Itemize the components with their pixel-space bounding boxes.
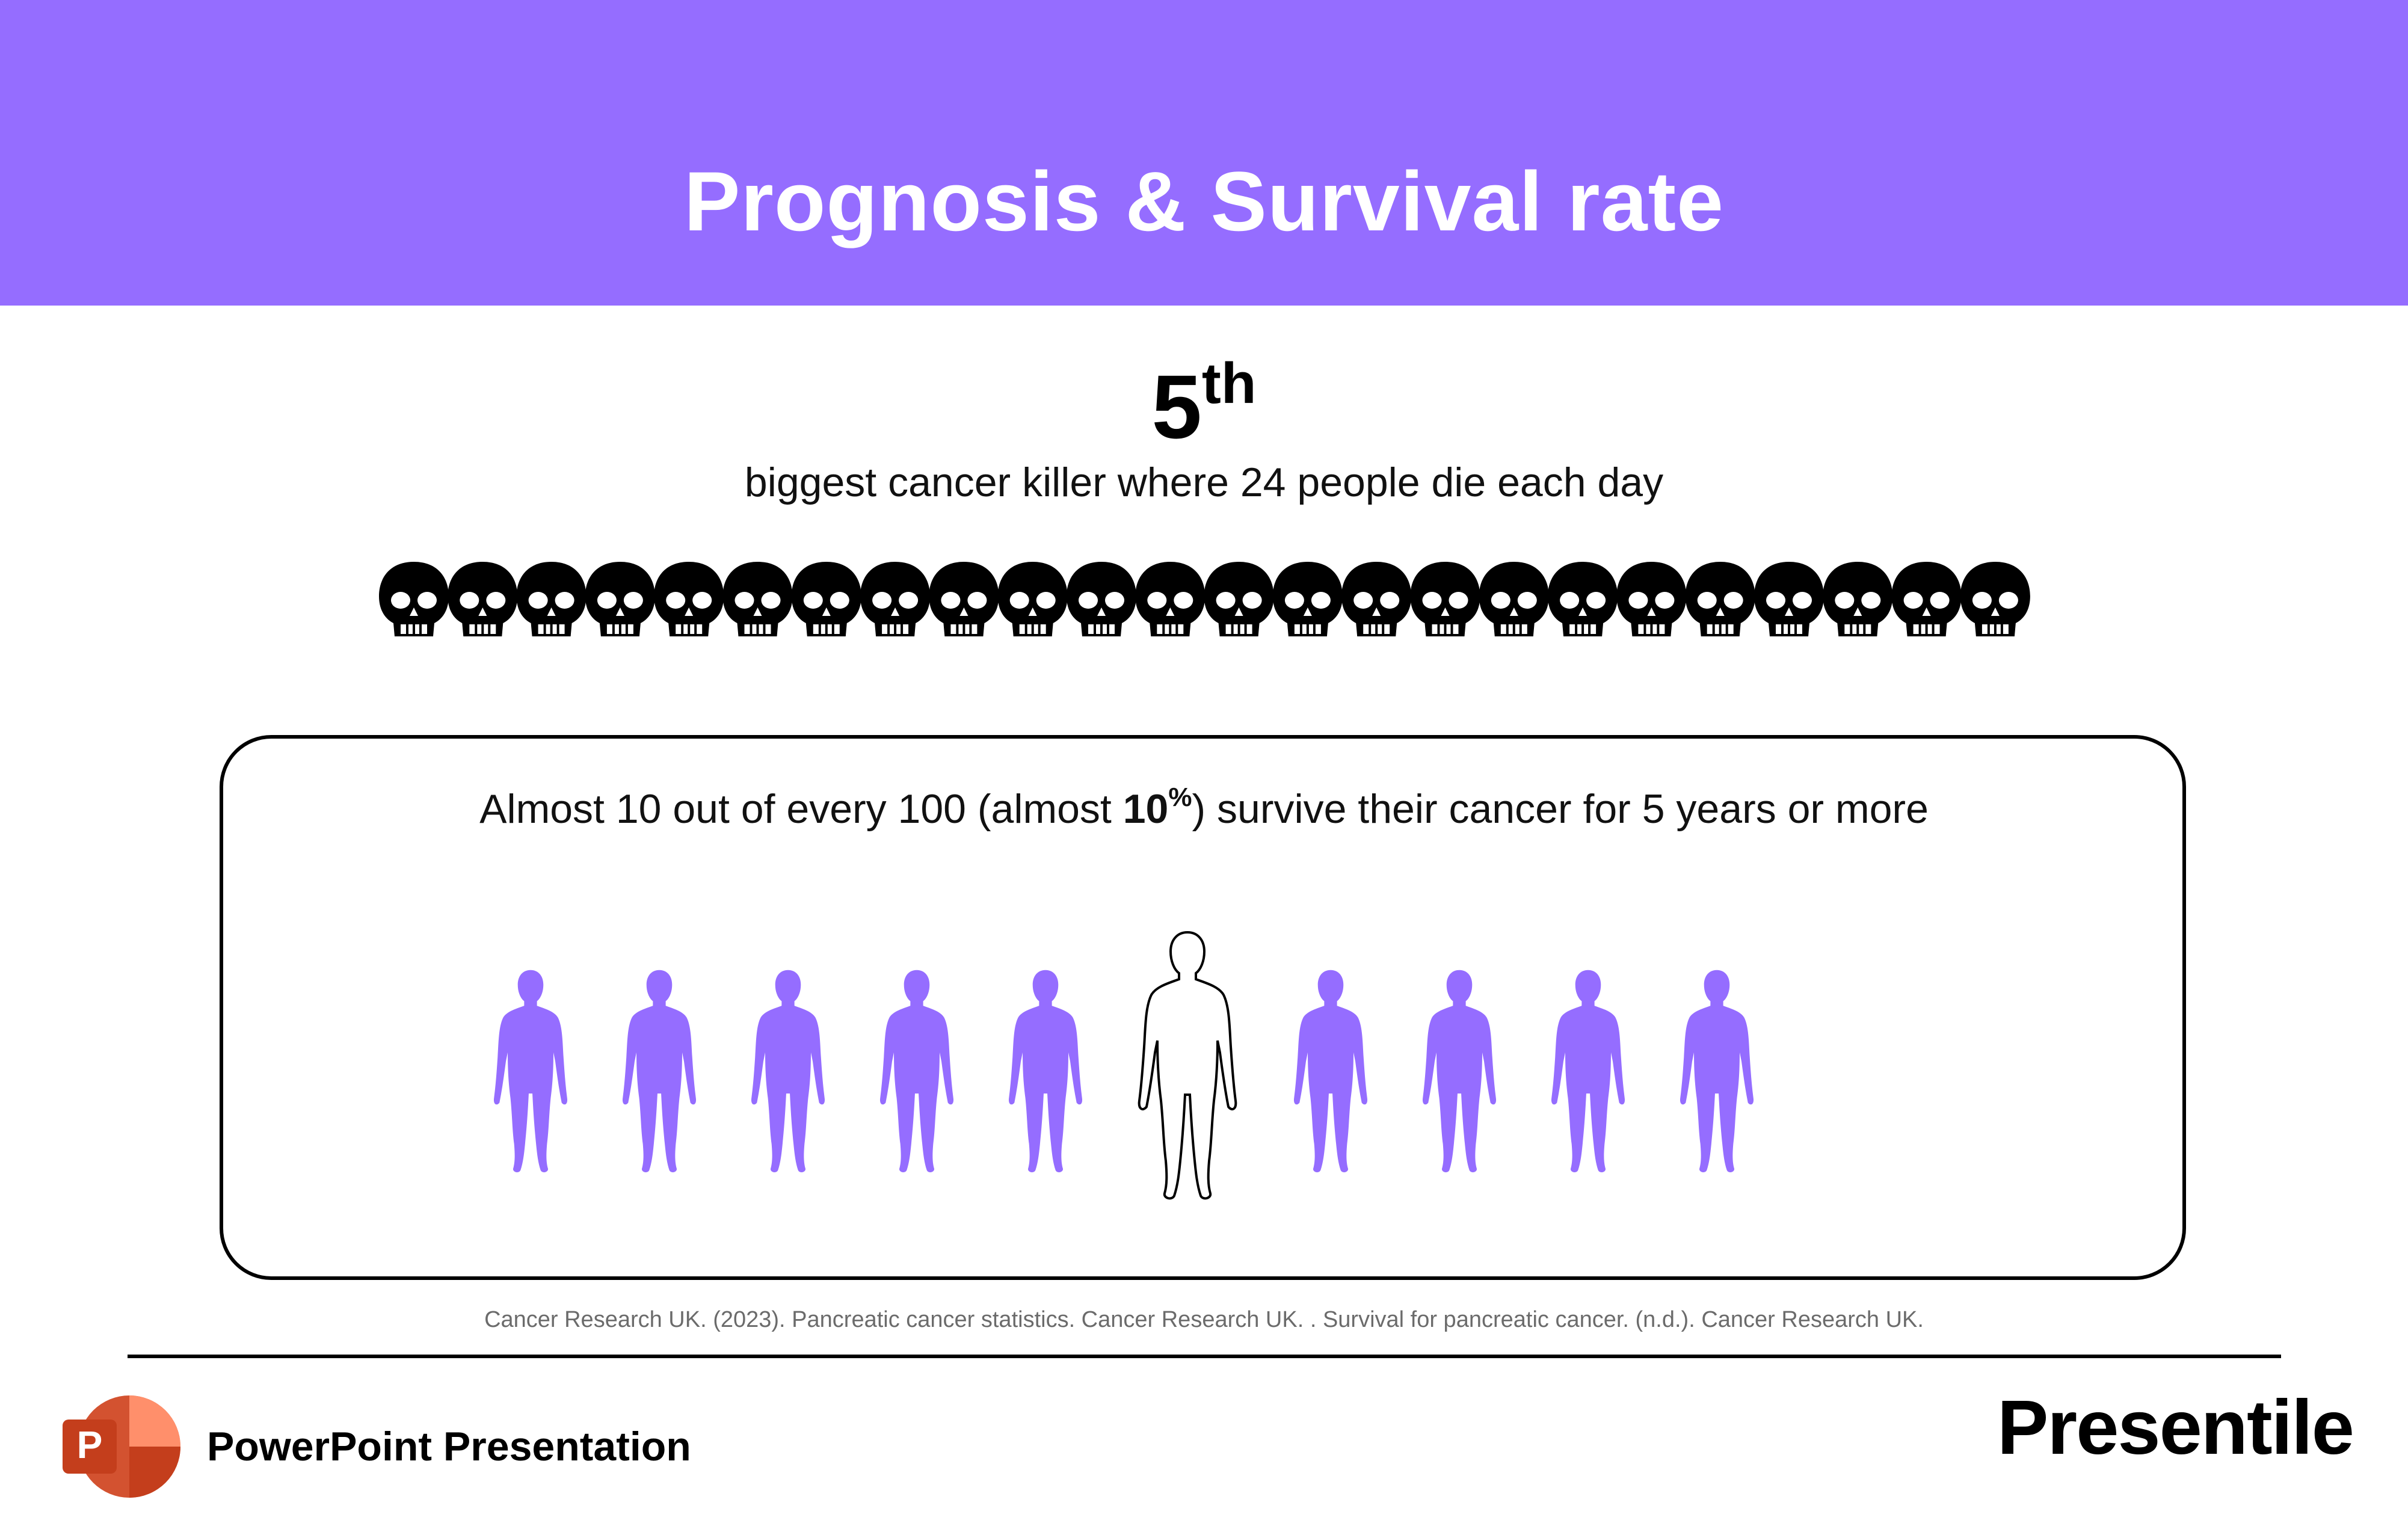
rank-subtitle: biggest cancer killer where 24 people di… [744,460,1664,505]
survival-box [220,735,2186,1280]
skull-icon [1477,561,1550,638]
skull-icon [515,561,588,638]
skull-icon [1409,561,1482,638]
skull-icon [1202,561,1275,638]
skull-icon [584,561,656,638]
skull-icon [1065,561,1138,638]
skull-icon [446,561,519,638]
skull-icon [721,561,794,638]
survival-pct-symbol: % [1168,783,1192,812]
skull-icon [1340,561,1413,638]
skull-icon [790,561,863,638]
skull-icon [1684,561,1757,638]
survival-text-before: Almost 10 out of every 100 (almost [479,786,1123,832]
header-bar [0,0,2408,306]
skull-icon [928,561,1000,638]
survival-statement: Almost 10 out of every 100 (almost 10%) … [0,782,2408,834]
skull-icon [1271,561,1344,638]
footer-label: PowerPoint Presentation [207,1424,691,1469]
skull-icon [1547,561,1619,638]
survival-text-after: ) survive their cancer for 5 years or mo… [1192,786,1929,832]
skull-icon [1753,561,1825,638]
page-title: Prognosis & Survival rate [684,154,1724,248]
survival-pct-value: 10 [1122,786,1169,832]
rank-suffix: th [1201,351,1257,416]
rank-number: 5 [1151,356,1202,457]
brand-logo: Presentile [1997,1385,2354,1471]
skull-icon [653,561,725,638]
skull-icon [1134,561,1207,638]
skull-icon [1890,561,1963,638]
skull-icon [1821,561,1894,638]
skull-icon [1959,561,2031,638]
skull-icon [1615,561,1688,638]
powerpoint-icon-letter: P [77,1423,103,1466]
skull-icon [996,561,1069,638]
footer-divider [128,1355,2281,1358]
skull-icon [378,561,450,638]
citation: Cancer Research UK. (2023). Pancreatic c… [484,1307,1924,1332]
powerpoint-icon: P [63,1395,180,1498]
rank-heading: 5th [0,355,2408,452]
skull-icon [859,561,932,638]
